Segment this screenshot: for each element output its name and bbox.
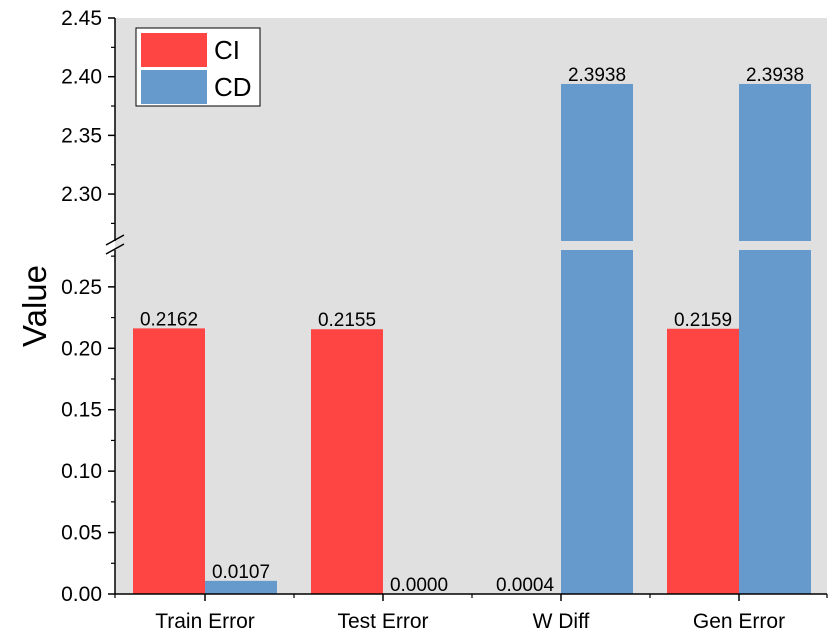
y-axis-title: Value: [16, 265, 53, 347]
bar-cd-0: [205, 580, 277, 594]
y-tick-label-lower-1: 0.05: [61, 522, 102, 545]
data-label-ci-0: 0.2162: [140, 309, 198, 330]
data-label-cd-1: 0.0000: [390, 575, 448, 596]
bar-cd-2-lower: [561, 250, 633, 594]
y-tick-label-upper-2: 2.40: [61, 66, 102, 89]
data-label-cd-0: 0.0107: [212, 562, 270, 583]
bar-ci-0: [133, 328, 205, 594]
y-tick-label-lower-3: 0.15: [61, 399, 102, 422]
data-label-cd-2: 2.3938: [568, 65, 626, 86]
bar-ci-1: [311, 329, 383, 594]
axis-break-mark-upper: [105, 234, 125, 246]
x-tick-label-0: Train Error: [155, 610, 255, 633]
bar-cd-2-upper: [561, 83, 633, 241]
data-label-ci-3: 0.2159: [674, 310, 732, 331]
y-tick-label-upper-3: 2.45: [61, 7, 102, 30]
axis-break-mark-lower: [105, 243, 125, 255]
data-label-extra-0: 0.0004: [496, 575, 555, 596]
y-tick-label-lower-5: 0.25: [61, 276, 102, 299]
y-tick-label-lower-0: 0.00: [61, 583, 102, 606]
bar-ci-3: [667, 328, 739, 594]
x-tick-label-1: Test Error: [337, 610, 428, 633]
y-tick-label-lower-4: 0.20: [61, 337, 102, 360]
data-label-ci-1: 0.2155: [318, 310, 376, 331]
legend: CI CD: [135, 27, 261, 107]
legend-swatch-cd: [141, 70, 207, 104]
bars-group: [133, 83, 811, 594]
legend-label-ci: CI: [214, 35, 240, 65]
y-tick-label-lower-2: 0.10: [61, 460, 102, 483]
x-tick-label-2: W Diff: [533, 610, 590, 633]
y-tick-label-upper-0: 2.30: [61, 183, 102, 206]
labels-group: 0.2162 0.2155 0.2159 0.0107 2.3938 2.3938 0.00…: [140, 65, 804, 596]
legend-label-cd: CD: [214, 72, 252, 102]
bar-cd-3-upper: [739, 83, 811, 241]
axes-group: 0.00 0.05 0.10 0.15 0.20 0.25 2.30 2.35 2.40 2.45…: [61, 7, 828, 633]
data-label-cd-3: 2.3938: [746, 65, 804, 86]
y-tick-label-upper-1: 2.35: [61, 124, 102, 147]
legend-swatch-ci: [141, 33, 207, 67]
bar-cd-3-lower: [739, 250, 811, 594]
x-tick-label-3: Gen Error: [693, 610, 785, 633]
